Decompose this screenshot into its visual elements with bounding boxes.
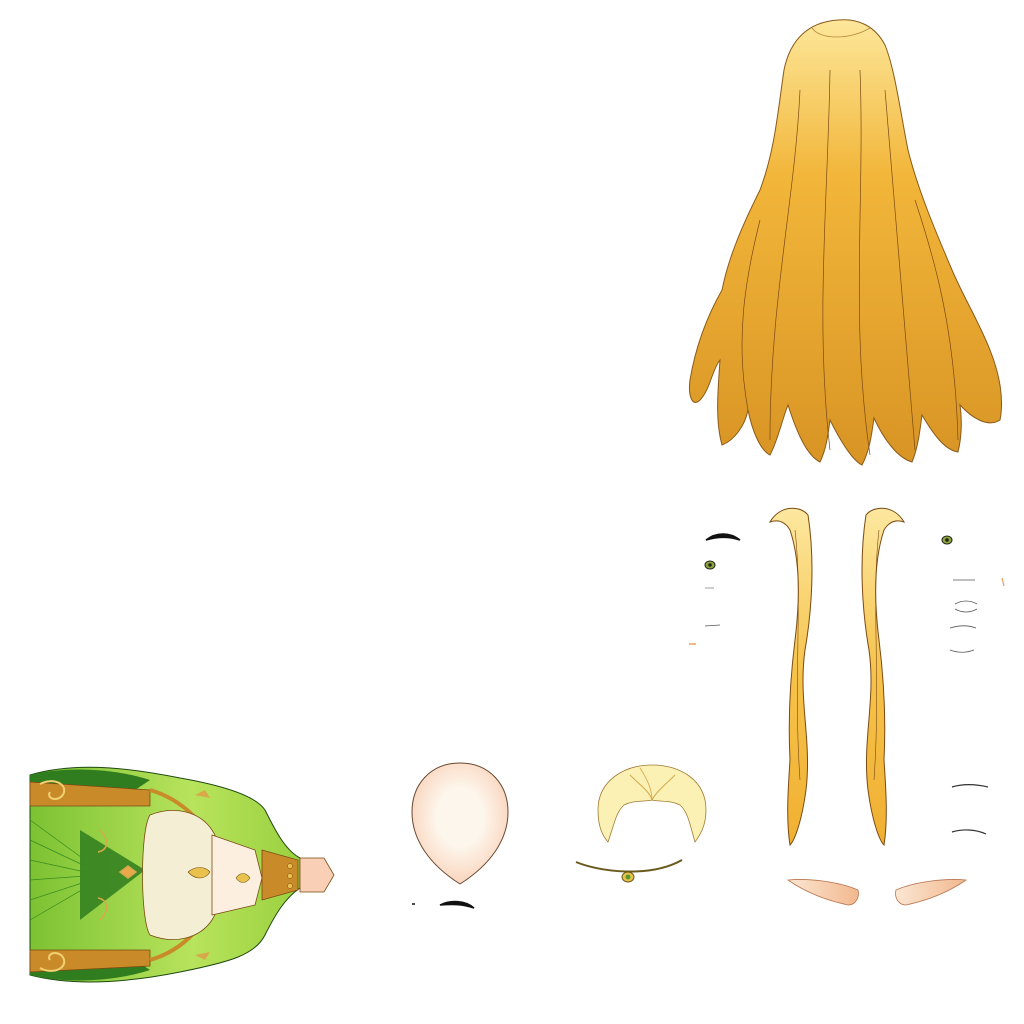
side-hair-right [861, 507, 906, 847]
circlet [575, 859, 683, 883]
left-eyebrow [705, 533, 741, 541]
body-dress [29, 766, 335, 983]
back-hair [689, 19, 1003, 466]
right-eye [941, 535, 953, 545]
elf-ear-right [895, 879, 968, 906]
elf-ear-left [786, 879, 859, 906]
bangs [597, 764, 707, 843]
face-base [411, 762, 509, 909]
side-hair-left [768, 507, 813, 847]
left-eye [689, 560, 721, 645]
mouth-shapes [949, 577, 1005, 835]
